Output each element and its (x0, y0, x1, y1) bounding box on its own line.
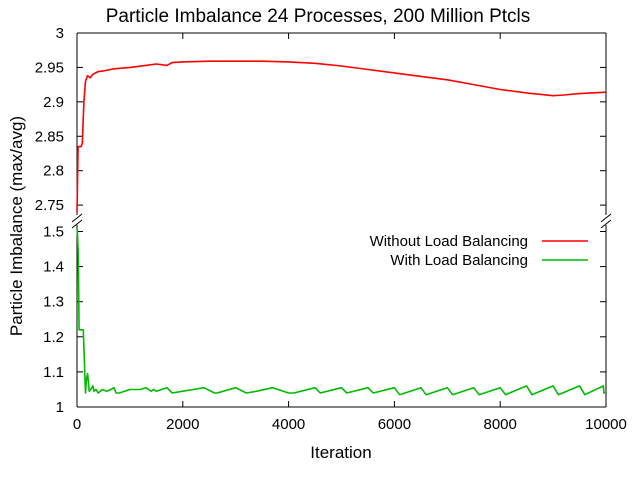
axis-break-gap-left (71, 216, 83, 224)
legend-label: With Load Balancing (390, 252, 528, 269)
y-tick-label-lower: 1.3 (43, 294, 64, 311)
y-tick-label-upper: 2.95 (35, 59, 64, 76)
y-tick-label-lower: 1.2 (43, 329, 64, 346)
y-axis-title: Particle Imbalance (max/avg) (7, 116, 26, 336)
axis-break-mark-left-1 (71, 213, 83, 223)
x-axis-title: Iteration (310, 443, 371, 462)
plot-area: 2.75 2.8 2.85 2.9 2.95 3 1 1.1 1.2 1.3 1.4 1.5 0 2000… (35, 25, 627, 433)
series-line-without-load-balancing (76, 60, 607, 213)
y-tick-label-upper: 2.8 (43, 163, 64, 180)
y-tick-label-upper: 2.85 (35, 128, 64, 145)
y-tick-label-upper: 2.75 (35, 197, 64, 214)
x-tick-label: 6000 (378, 416, 411, 433)
y-tick-label-lower: 1.5 (43, 224, 64, 241)
y-tick-label-upper: 2.9 (43, 94, 64, 111)
x-tick-label: 10000 (585, 416, 627, 433)
x-tick-label: 4000 (272, 416, 305, 433)
axis-break-mark-left-2 (71, 219, 83, 229)
axis-break-mark-right-1 (600, 213, 612, 223)
y-tick-label-lower: 1 (56, 399, 64, 416)
legend-label: Without Load Balancing (370, 233, 528, 250)
x-tick-label: 8000 (484, 416, 517, 433)
series-line-with-load-balancing (76, 227, 606, 396)
y-tick-label-lower: 1.1 (43, 364, 64, 381)
y-tick-label-lower: 1.4 (43, 259, 64, 276)
axis-break-gap-right (600, 216, 612, 224)
x-tick-label: 2000 (166, 416, 199, 433)
y-tick-label-upper: 3 (56, 25, 64, 42)
x-tick-label: 0 (73, 416, 81, 433)
chart-title: Particle Imbalance 24 Processes, 200 Mil… (106, 6, 531, 27)
axis-break-mark-right-2 (600, 219, 612, 229)
